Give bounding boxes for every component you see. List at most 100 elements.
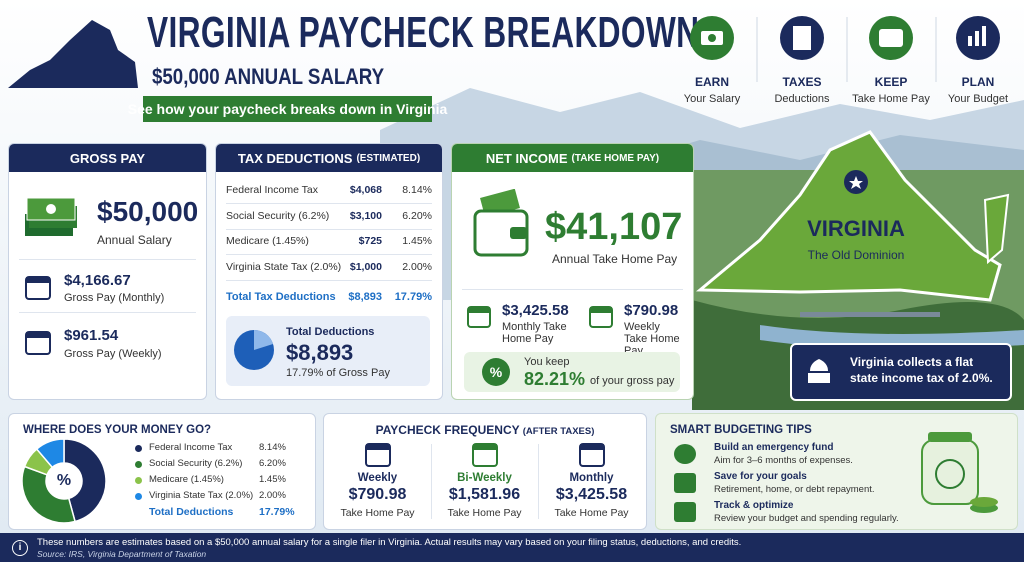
tax-label: Medicare (1.45%) — [226, 235, 309, 247]
calendar-icon — [467, 306, 491, 328]
money-icon — [25, 197, 77, 236]
tax-label: Federal Income Tax — [226, 184, 319, 196]
header-text: TAX DEDUCTIONS — [237, 150, 353, 166]
tips-card: SMART BUDGETING TIPS Build an emergency … — [655, 413, 1018, 530]
legend-bullet — [135, 461, 142, 468]
nav-label: Take Home Pay — [852, 93, 930, 105]
summary-title: Total Deductions — [286, 326, 375, 338]
tip-icon — [674, 473, 696, 493]
donut-segment — [63, 438, 107, 523]
net-monthly-label: Monthly Take Home Pay — [502, 321, 567, 345]
capitol-icon — [808, 359, 830, 383]
donut-segment — [21, 465, 76, 524]
nav-label: Your Salary — [683, 93, 741, 105]
nav-label: Deductions — [774, 93, 830, 105]
legend-label: Medicare (1.45%) — [149, 474, 224, 485]
calendar-icon — [589, 306, 613, 328]
footer-source: Source: IRS, Virginia Department of Taxa… — [37, 549, 207, 559]
summary-note: 17.79% of Gross Pay — [286, 367, 390, 379]
pie-icon — [234, 330, 274, 370]
nav-title: EARN — [694, 75, 729, 89]
donut-center: % — [56, 472, 72, 489]
calendar-top — [366, 444, 390, 450]
card-header: TAX DEDUCTIONS (ESTIMATED) — [216, 144, 442, 172]
legend-value: 1.45% — [259, 474, 286, 485]
divider — [538, 444, 539, 519]
total-percent: 17.79% — [394, 291, 432, 303]
donut — [21, 438, 107, 524]
where-title: WHERE DOES YOUR MONEY GO? — [23, 424, 212, 436]
tip-icon — [674, 444, 696, 464]
calendar-top — [473, 444, 497, 450]
header-note: (TAKE HOME PAY) — [571, 152, 660, 164]
keep-icon: % — [482, 358, 510, 386]
calendar-top — [580, 444, 604, 450]
tax-amount: $725 — [358, 235, 382, 247]
info-icon: i — [12, 540, 28, 556]
net-weekly: $790.98 — [624, 302, 679, 319]
divider — [462, 289, 683, 290]
tax-card: TAX DEDUCTIONS (ESTIMATED) Total Tax Dedu… — [215, 143, 443, 400]
calendar-icon — [579, 443, 605, 467]
summary-amount: $8,893 — [286, 340, 354, 365]
calendar-icon — [472, 443, 498, 467]
tip-title: Save for your goals — [714, 471, 807, 482]
gross-monthly: $4,166.67 — [64, 272, 131, 289]
divider — [19, 312, 196, 313]
divider — [226, 279, 432, 281]
legend-value: 2.00% — [259, 490, 286, 501]
calendar-icon — [579, 443, 605, 467]
legend-value: 6.20% — [259, 458, 286, 469]
gross-card: GROSS PAY $50,000 Annual Salary $4,166.6… — [8, 143, 207, 400]
tip-title: Build an emergency fund — [714, 442, 834, 453]
tax-percent: 6.20% — [402, 209, 432, 222]
legend-bullet — [135, 477, 142, 484]
frequency-amount: $3,425.58 — [555, 486, 628, 503]
calendar-icon — [365, 443, 391, 467]
tip-title: Track & optimize — [714, 500, 794, 511]
nav-title: KEEP — [874, 75, 908, 89]
card-header: GROSS PAY — [9, 144, 206, 172]
tax-label: Virginia State Tax (2.0%) — [226, 260, 342, 273]
total-label: Total Tax Deductions — [226, 291, 336, 303]
tip-text: Retirement, home, or debt repayment. — [714, 484, 875, 495]
legend-label: Social Security (6.2%) — [149, 458, 243, 469]
tip-text: Aim for 3–6 months of expenses. — [714, 455, 853, 466]
keep-value: 82.21% — [524, 369, 586, 389]
keep-note: of your gross pay — [590, 375, 675, 387]
nav-icons — [690, 16, 1000, 82]
tagline: See how your paycheck breaks down in Vir… — [128, 96, 447, 122]
frequency-label: Take Home Pay — [554, 507, 629, 519]
wallet-icon — [473, 189, 529, 257]
divider — [226, 254, 432, 255]
divider — [19, 259, 196, 260]
calendar-icon — [365, 443, 391, 467]
keep-label: You keep — [524, 356, 570, 368]
jar-icon — [921, 432, 998, 513]
legend-label: Federal Income Tax — [149, 442, 233, 453]
legend-bullet — [135, 493, 142, 500]
frequency-amount: $1,581.96 — [448, 486, 521, 503]
frequency-name: Weekly — [357, 472, 398, 484]
legend-bullet — [135, 445, 142, 452]
where-total-label: Total Deductions — [149, 506, 234, 518]
footer-note: These numbers are estimates based on a $… — [37, 537, 742, 548]
tip-icon — [674, 502, 696, 522]
header-text: GROSS PAY — [69, 150, 146, 166]
header-text: NET INCOME — [485, 150, 568, 166]
donut-segment — [35, 438, 65, 469]
tax-percent: 2.00% — [402, 260, 432, 273]
frequency-title-text: PAYCHECK FREQUENCY — [375, 423, 520, 437]
divider — [226, 203, 432, 204]
tips-title: SMART BUDGETING TIPS — [670, 424, 812, 436]
where-total-value: 17.79% — [259, 506, 295, 518]
divider — [431, 444, 432, 519]
tax-percent: 1.45% — [402, 235, 432, 247]
nav-label: Your Budget — [947, 93, 1009, 105]
frequency-name: Bi-Weekly — [457, 472, 512, 484]
calendar-icon — [25, 331, 51, 355]
tax-amount: $4,068 — [349, 184, 382, 196]
tax-note-box: Virginia collects a flat state income ta… — [790, 343, 1012, 401]
net-monthly: $3,425.58 — [502, 302, 569, 319]
